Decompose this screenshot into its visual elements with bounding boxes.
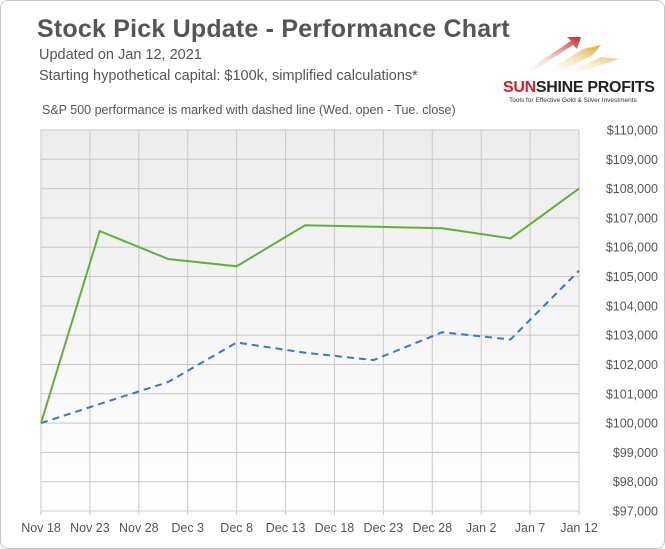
vertical-gridlines <box>40 130 580 515</box>
x-tick-label: Dec 18 <box>315 521 355 535</box>
y-tick-label: $107,000 <box>606 211 658 225</box>
x-tick-label: Nov 18 <box>21 521 61 535</box>
x-tick-label: Dec 28 <box>412 521 452 535</box>
updated-date: Updated on Jan 12, 2021 <box>39 47 202 63</box>
logo-wordmark-rest: SHINE PROFITS <box>535 79 655 96</box>
y-tick-label: $109,000 <box>606 153 658 167</box>
x-tick-label: Dec 8 <box>220 521 253 535</box>
y-tick-label: $105,000 <box>606 270 658 284</box>
y-tick-label: $99,000 <box>613 446 658 460</box>
logo-tagline: Tools for Effective Gold & Silver Invest… <box>509 97 637 104</box>
y-tick-label: $106,000 <box>606 241 658 255</box>
sp500-note: S&P 500 performance is marked with dashe… <box>42 103 456 117</box>
x-tick-label: Nov 28 <box>119 521 159 535</box>
logo-wordmark-sun: SUN <box>503 79 536 96</box>
starting-capital-note: Starting hypothetical capital: $100k, si… <box>39 68 418 84</box>
x-tick-label: Jan 7 <box>515 521 546 535</box>
y-tick-label: $97,000 <box>613 505 658 519</box>
x-tick-label: Dec 13 <box>266 521 306 535</box>
y-axis-tick-labels: $97,000 $98,000 $99,000 $100,000 $101,000 $10… <box>606 124 658 519</box>
x-tick-label: Jan 2 <box>466 521 497 535</box>
chart-title: Stock Pick Update - Performance Chart <box>37 15 510 43</box>
x-tick-label: Dec 3 <box>171 521 204 535</box>
y-tick-label: $103,000 <box>606 329 658 343</box>
x-tick-label: Nov 23 <box>70 521 110 535</box>
x-tick-label: Dec 23 <box>364 521 404 535</box>
y-tick-label: $110,000 <box>607 124 658 138</box>
y-tick-label: $98,000 <box>613 475 658 489</box>
logo-arrow-icon <box>519 37 619 75</box>
horizontal-gridlines <box>41 129 579 512</box>
plot-area <box>41 130 579 511</box>
logo-wordmark: SUNSHINE PROFITS <box>503 79 655 97</box>
sp500-series-line <box>40 269 580 425</box>
x-tick-label: Jan 12 <box>560 521 598 535</box>
x-axis-tick-labels: Nov 18 Nov 23 Nov 28 Dec 3 Dec 8 Dec 13 Dec 18… <box>21 521 598 535</box>
y-tick-label: $100,000 <box>606 417 658 431</box>
y-tick-label: $101,000 <box>606 387 658 401</box>
y-tick-label: $104,000 <box>606 299 658 313</box>
y-tick-label: $102,000 <box>606 358 658 372</box>
portfolio-series-line <box>40 187 580 424</box>
sunshine-profits-logo: SUNSHINE PROFITS Tools for Effective Gol… <box>501 35 655 115</box>
y-tick-label: $108,000 <box>606 182 658 196</box>
